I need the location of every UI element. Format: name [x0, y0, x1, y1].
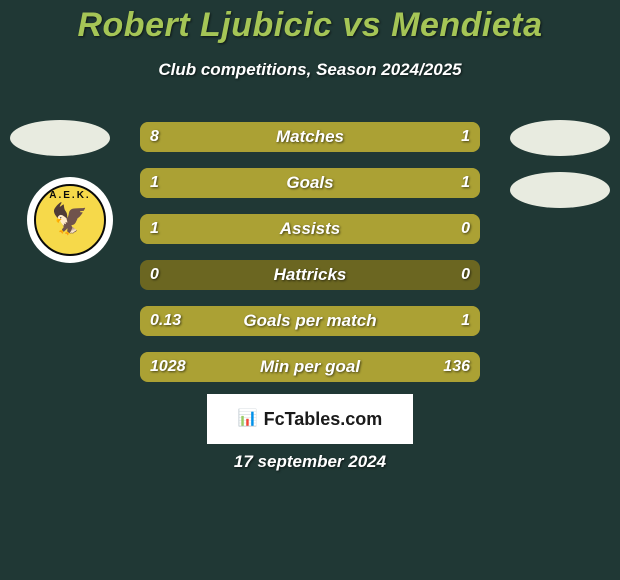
stat-label: Min per goal — [140, 352, 480, 382]
brand-label: FcTables.com — [264, 409, 383, 430]
footer-date: 17 september 2024 — [0, 452, 620, 472]
club-badge-left: A.E.K. 🦅 — [27, 177, 113, 263]
badge-text: A.E.K. — [49, 190, 90, 201]
comparison-infographic: Robert Ljubicic vs Mendieta Club competi… — [0, 0, 620, 580]
stat-row: Goals per match0.13 1 — [140, 306, 480, 336]
page-subtitle: Club competitions, Season 2024/2025 — [0, 60, 620, 80]
stat-value-right: 1 — [461, 168, 470, 198]
brand-link[interactable]: 📊 FcTables.com — [207, 394, 413, 444]
stat-label: Assists — [140, 214, 480, 244]
club-logo-right-placeholder-2 — [510, 172, 610, 208]
eagle-icon: 🦅 — [51, 205, 88, 235]
stat-row: Hattricks0 0 — [140, 260, 480, 290]
stat-value-right: 0 — [461, 260, 470, 290]
stat-value-right: 0 — [461, 214, 470, 244]
stat-row: Matches8 1 — [140, 122, 480, 152]
club-logo-left-placeholder — [10, 120, 110, 156]
stat-value-left: 1 — [150, 214, 159, 244]
stat-value-left: 1028 — [150, 352, 186, 382]
stat-value-right: 136 — [443, 352, 470, 382]
stat-value-left: 1 — [150, 168, 159, 198]
chart-icon: 📊 — [238, 411, 258, 427]
stat-label: Matches — [140, 122, 480, 152]
stat-row: Goals1 1 — [140, 168, 480, 198]
stat-label: Goals per match — [140, 306, 480, 336]
stat-row: Assists1 0 — [140, 214, 480, 244]
stat-row: Min per goal1028 136 — [140, 352, 480, 382]
stat-value-left: 8 — [150, 122, 159, 152]
stat-bars: Matches81Goals11Assists10Hattricks00Goal… — [140, 122, 480, 398]
club-logo-right-placeholder-1 — [510, 120, 610, 156]
stat-label: Hattricks — [140, 260, 480, 290]
stat-value-right: 1 — [461, 122, 470, 152]
stat-value-left: 0.13 — [150, 306, 181, 336]
page-title: Robert Ljubicic vs Mendieta — [0, 6, 620, 45]
stat-value-left: 0 — [150, 260, 159, 290]
stat-label: Goals — [140, 168, 480, 198]
stat-value-right: 1 — [461, 306, 470, 336]
club-badge-inner: A.E.K. 🦅 — [34, 184, 106, 256]
